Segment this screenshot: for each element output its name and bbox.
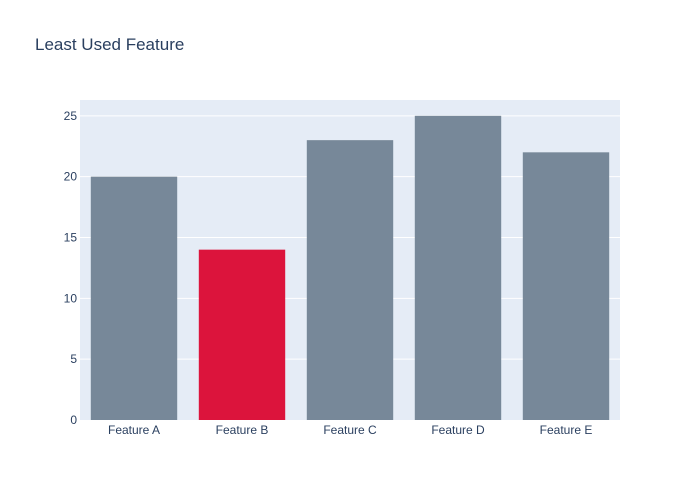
y-tick-label: 5 bbox=[70, 352, 77, 366]
bars bbox=[90, 115, 610, 420]
chart-title: Least Used Feature bbox=[35, 35, 184, 54]
bar-feature-b[interactable] bbox=[198, 249, 286, 420]
x-axis-tick-labels: Feature A Feature B Feature C Feature D Feat… bbox=[108, 423, 592, 437]
bar-feature-d[interactable] bbox=[414, 115, 502, 420]
x-tick-label: Feature B bbox=[216, 423, 269, 437]
bar-feature-a[interactable] bbox=[90, 176, 178, 420]
bar-feature-e[interactable] bbox=[522, 152, 610, 420]
y-tick-label: 15 bbox=[64, 230, 78, 244]
x-tick-label: Feature C bbox=[323, 423, 377, 437]
x-tick-label: Feature D bbox=[431, 423, 485, 437]
y-axis-tick-labels: 0 5 10 15 20 25 bbox=[64, 109, 78, 427]
x-tick-label: Feature E bbox=[540, 423, 593, 437]
bar-feature-c[interactable] bbox=[306, 140, 394, 420]
x-tick-label: Feature A bbox=[108, 423, 160, 437]
y-tick-label: 0 bbox=[70, 413, 77, 427]
y-tick-label: 10 bbox=[64, 291, 78, 305]
y-tick-label: 25 bbox=[64, 109, 78, 123]
y-tick-label: 20 bbox=[64, 170, 78, 184]
